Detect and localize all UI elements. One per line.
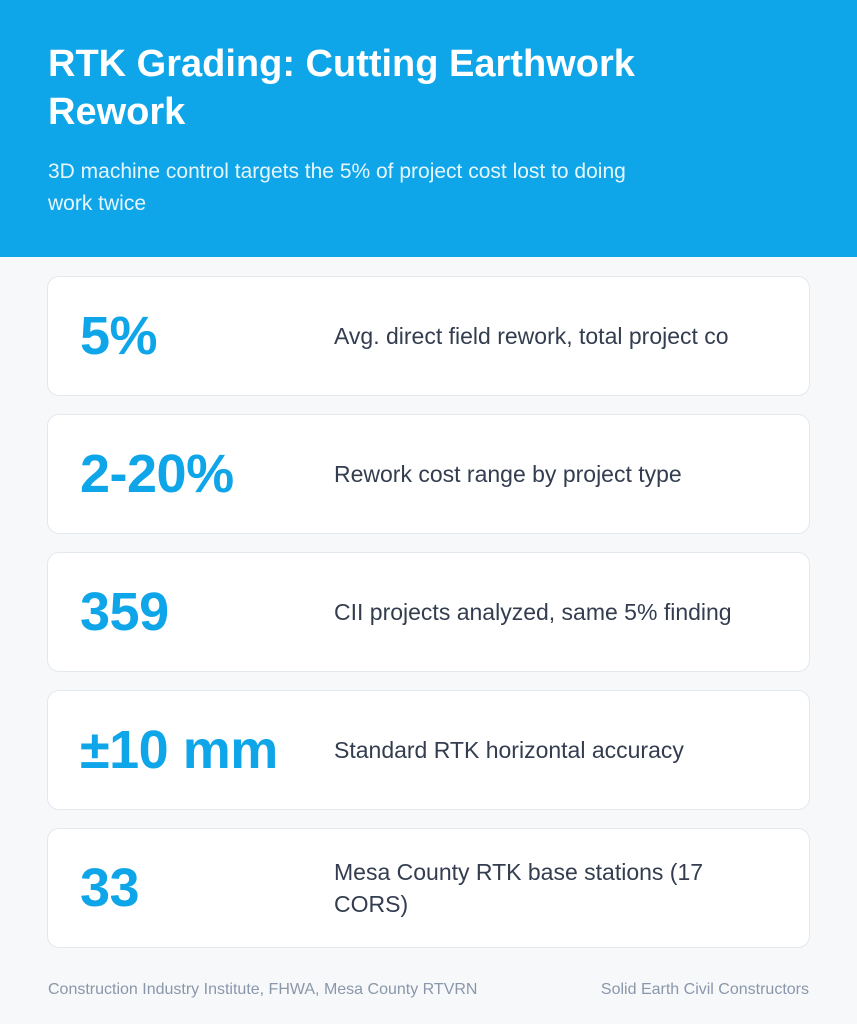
stat-value: 5% (80, 306, 158, 366)
stat-card: 5% Avg. direct field rework, total proje… (47, 276, 810, 396)
stat-value: 33 (80, 858, 140, 918)
page-subtitle: 3D machine control targets the 5% of pro… (48, 160, 626, 215)
stat-label: CII projects analyzed, same 5% finding (334, 599, 732, 625)
stat-label: Avg. direct field rework, total project … (334, 323, 729, 349)
stat-label: Mesa County RTK base stations (17 CORS) (334, 859, 704, 917)
stat-value: ±10 mm (80, 720, 278, 780)
stat-cards: 5% Avg. direct field rework, total proje… (47, 276, 810, 966)
stat-value: 359 (80, 582, 169, 642)
footer-sources: Construction Industry Institute, FHWA, M… (48, 981, 478, 998)
stat-card: 359 CII projects analyzed, same 5% findi… (47, 552, 810, 672)
footer: Construction Industry Institute, FHWA, M… (48, 981, 809, 999)
stat-card: 2-20% Rework cost range by project type (47, 414, 810, 534)
footer-brand: Solid Earth Civil Constructors (600, 981, 809, 998)
stat-value: 2-20% (80, 444, 234, 504)
header-banner: RTK Grading: Cutting Earthwork Rework 3D… (0, 0, 857, 257)
stat-label: Standard RTK horizontal accuracy (334, 737, 684, 763)
page-title: RTK Grading: Cutting Earthwork Rework (48, 43, 635, 133)
stat-label: Rework cost range by project type (334, 461, 682, 487)
stat-card: ±10 mm Standard RTK horizontal accuracy (47, 690, 810, 810)
stat-card: 33 Mesa County RTK base stations (17 COR… (47, 828, 810, 948)
